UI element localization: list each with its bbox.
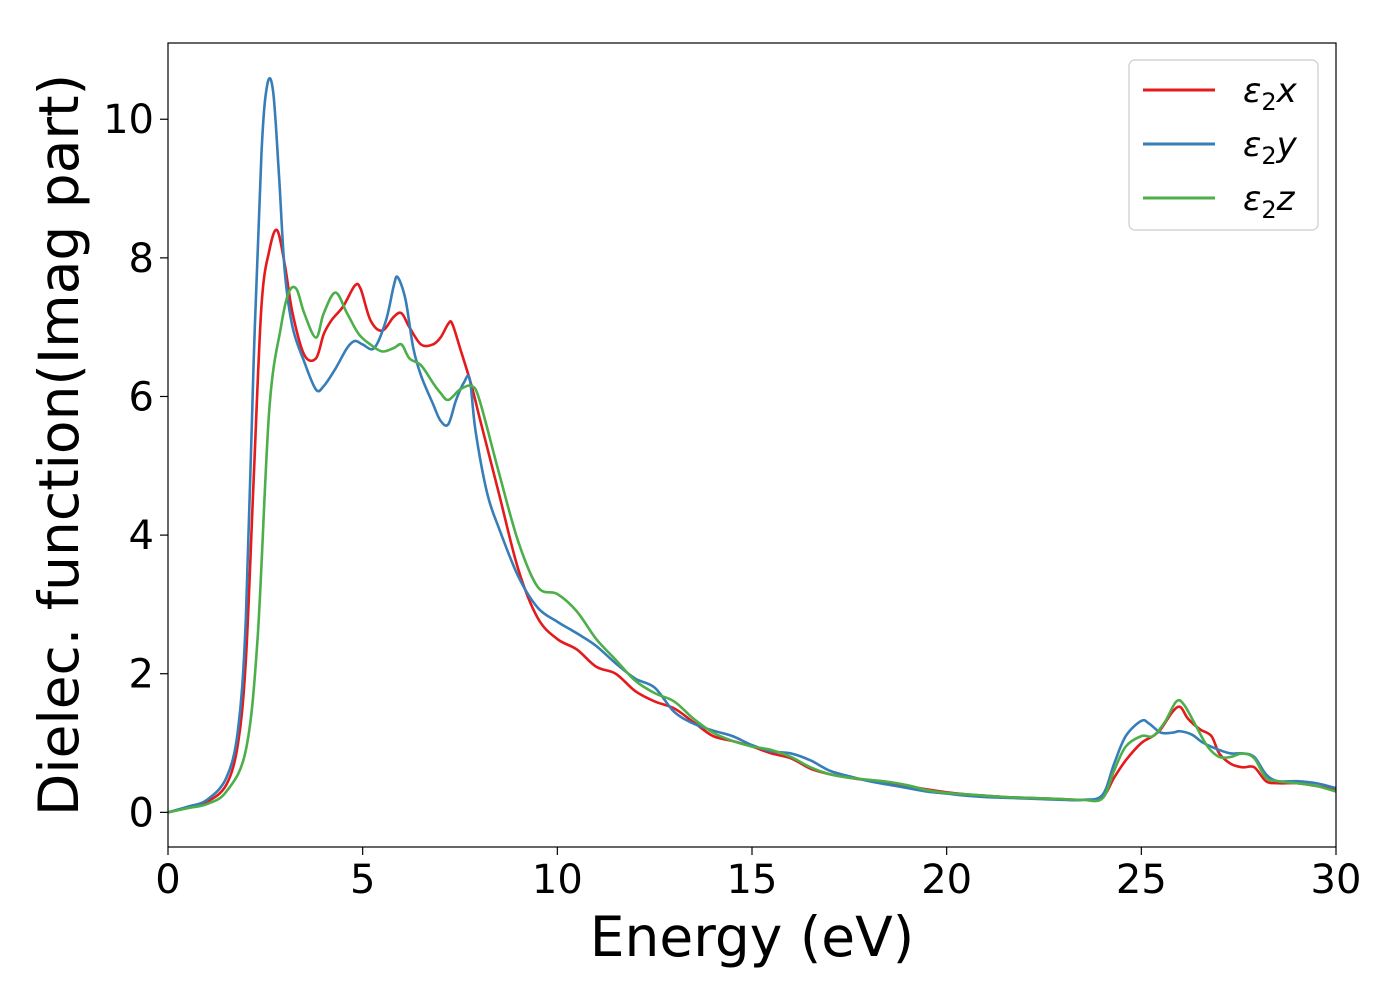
x-tick-label: 30: [1311, 857, 1362, 903]
series-layer: [167, 76, 1337, 814]
legend-label-2: ε2y: [1243, 125, 1298, 170]
y-tick-label: 8: [129, 236, 154, 282]
x-tick-label: 0: [155, 857, 180, 903]
series-line-2: [167, 76, 1337, 814]
legend-label-1: ε2x: [1243, 71, 1298, 116]
y-axis-title: Dielec. function(Imag part): [27, 74, 91, 816]
y-axis: 0 2 4 6 8 10: [103, 97, 168, 836]
legend-box: [1128, 59, 1319, 231]
y-tick-label: 10: [103, 97, 154, 143]
series-line-3: [167, 285, 1337, 814]
y-tick-label: 6: [129, 374, 154, 420]
x-tick-label: 5: [350, 857, 375, 903]
x-tick-label: 10: [532, 857, 583, 903]
legend: ε2x ε2y ε2z: [1128, 59, 1319, 231]
x-tick-label: 15: [727, 857, 778, 903]
y-tick-label: 2: [129, 652, 154, 698]
y-tick-label: 4: [129, 513, 154, 559]
x-axis-title: Energy (eV): [590, 905, 914, 969]
x-axis: 0 5 10 15 20 25 30: [155, 847, 1361, 903]
x-tick-label: 20: [921, 857, 972, 903]
x-tick-label: 25: [1116, 857, 1167, 903]
legend-label-3: ε2z: [1243, 179, 1296, 224]
y-tick-label: 0: [129, 790, 154, 836]
